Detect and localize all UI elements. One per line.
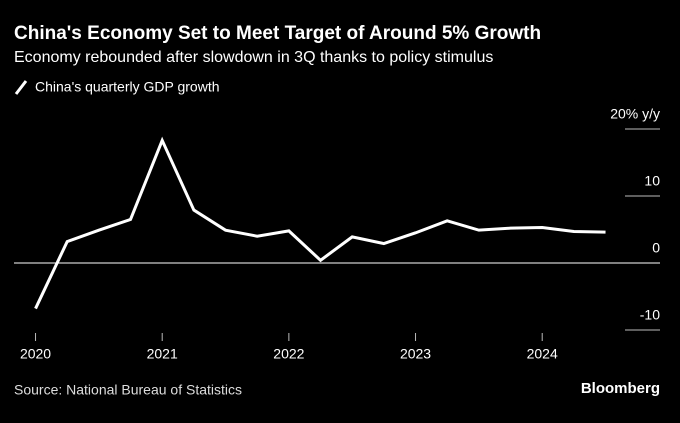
x-tick-label: 2020 [20,346,51,362]
chart-title: China's Economy Set to Meet Target of Ar… [14,23,541,44]
brand: Bloomberg [581,380,660,397]
y-tick-label: 20% y/y [610,106,660,122]
y-tick-label: -10 [640,307,660,323]
legend-label: China's quarterly GDP growth [35,79,220,95]
data-line [34,136,606,310]
chart-subtitle: Economy rebounded after slowdown in 3Q t… [14,49,493,66]
y-tick-label: 0 [652,240,660,256]
x-tick-label: 2022 [273,346,304,362]
source: Source: National Bureau of Statistics [14,382,242,398]
x-tick-label: 2021 [147,346,178,362]
x-tick-label: 2023 [400,346,431,362]
legend-swatch [14,80,28,95]
x-tick-label: 2024 [527,346,558,362]
y-tick-label: 10 [644,173,660,189]
